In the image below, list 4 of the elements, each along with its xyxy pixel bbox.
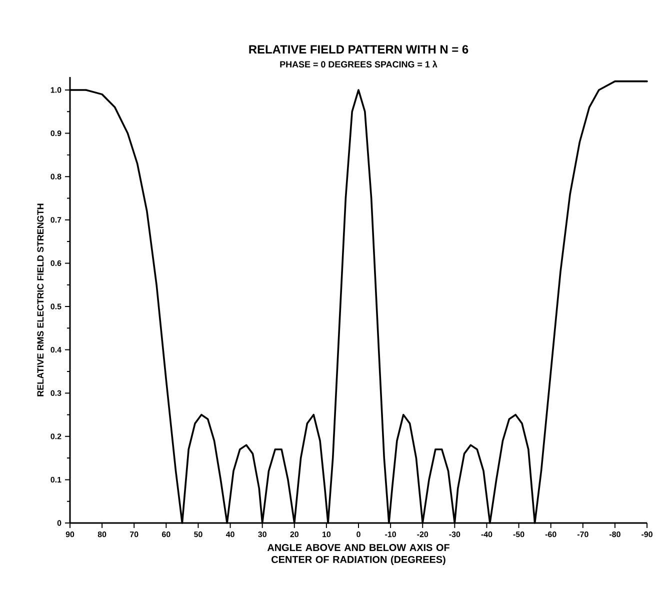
x-axis-title: ANGLE ABOVE AND BELOW AXIS OF CENTER OF RADIATION (DEGREES)	[267, 544, 450, 565]
chart-title: RELATIVE FIELD PATTERN WITH N = 6	[249, 45, 468, 54]
chart-subtitle: PHASE = 0 DEGREES SPACING = 1 λ	[280, 60, 438, 68]
y-axis-title: RELATIVE RMS ELECTRIC FIELD STRENGTH	[37, 204, 44, 396]
